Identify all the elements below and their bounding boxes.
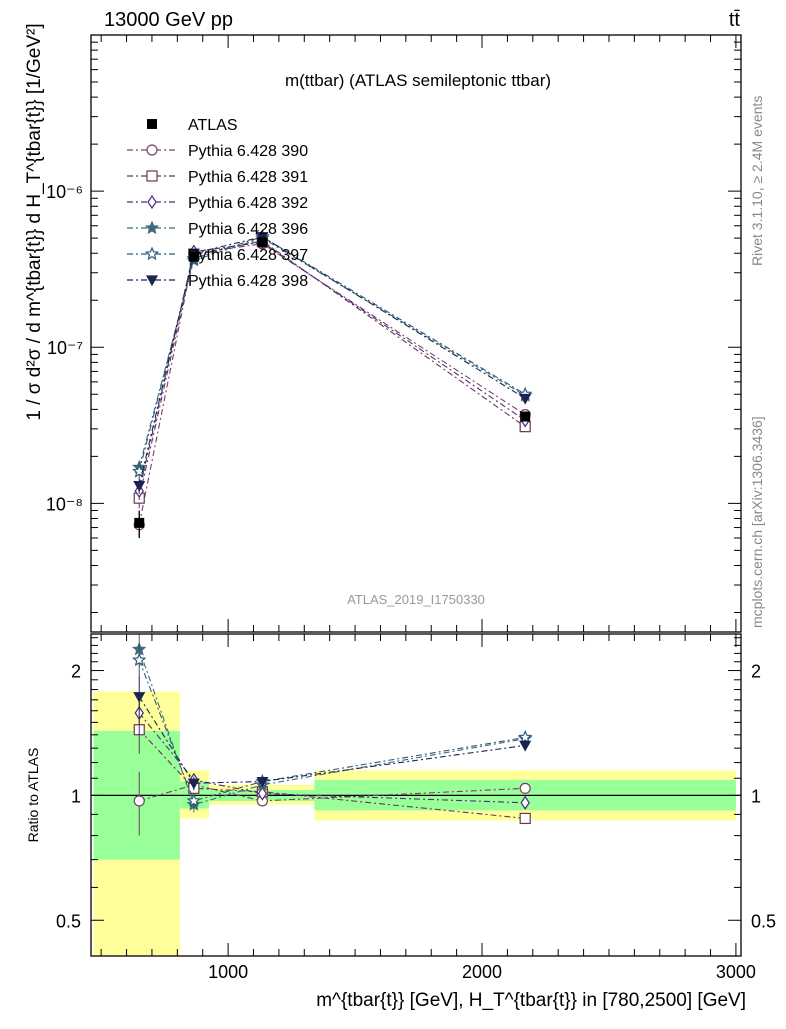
energy-label: 13000 GeV pp (104, 9, 233, 31)
data-point-marker (133, 480, 146, 492)
data-point-marker (134, 517, 145, 528)
ratio-y-tick-label: 0.5 (56, 911, 81, 931)
y-tick-label: 10⁻⁷ (47, 338, 83, 358)
legend-label: Pythia 6.428 398 (188, 273, 308, 290)
mcplots-label: mcplots.cern.ch [arXiv:1306.3436] (749, 416, 765, 628)
data-point-marker (519, 740, 532, 752)
data-point-marker (520, 411, 531, 422)
data-point-marker (519, 782, 531, 794)
ratio-panel: 0.5 0.5 1 1 2 2 1000 2000 3000 Ratio to ATLAS m^… (25, 633, 776, 1011)
data-point-marker (187, 778, 200, 790)
data-point-marker (146, 170, 158, 182)
series-line (138, 237, 526, 468)
ratio-y-axis-label: Ratio to ATLAS (25, 748, 41, 843)
series-line (138, 236, 526, 486)
data-point-marker (188, 251, 199, 262)
process-label: tt̄ (729, 9, 741, 31)
ratio-series-line (138, 659, 526, 802)
data-point-marker (520, 795, 530, 810)
ratio-y-tick-label: 1 (71, 786, 81, 806)
legend-label: Pythia 6.428 397 (188, 247, 308, 264)
data-point-marker (144, 246, 160, 261)
legend: ATLAS Pythia 6.428 390 Pythia 6.428 391 Pyt… (127, 117, 308, 290)
data-point-marker (146, 144, 158, 156)
data-point-marker (145, 275, 159, 287)
y-tick-label: 10⁻⁶ (46, 182, 83, 202)
legend-label: Pythia 6.428 392 (188, 195, 308, 212)
ratio-series-line (138, 712, 526, 804)
data-point-marker (257, 786, 268, 801)
x-axis-label: m^{tbar{t}} [GeV], H_T^{tbar{t}} in [780… (316, 990, 746, 1011)
y-axis-label: 1 / σ d²σ / d m^{tbar{t}} d H_T^{tbar{t}… (24, 23, 45, 420)
ratio-y-tick-label-right: 1 (751, 786, 761, 806)
x-tick-label: 2000 (462, 962, 502, 982)
series-line (138, 236, 526, 472)
ratio-series-line (138, 649, 526, 806)
data-point-marker (257, 237, 268, 248)
main-panel: 10⁻⁸ 10⁻⁷ 10⁻⁶ m(ttbar) (ATLAS semileptoni… (24, 23, 742, 633)
data-point-marker (519, 393, 532, 405)
data-point-marker (518, 729, 533, 744)
y-tick-label: 10⁻⁸ (46, 494, 83, 514)
data-point-marker (147, 194, 157, 210)
ratio-series-line (138, 696, 526, 784)
x-tick-label: 1000 (208, 962, 248, 982)
data-point-marker (133, 692, 146, 703)
main-frame (90, 34, 742, 633)
ratio-y-tick-label-right: 0.5 (751, 911, 776, 931)
chart-title: m(ttbar) (ATLAS semileptonic ttbar) (285, 71, 551, 90)
legend-label: Pythia 6.428 396 (188, 221, 308, 238)
data-point-marker (144, 220, 160, 235)
ratio-y-tick-label-right: 2 (751, 662, 761, 682)
legend-marker (147, 119, 157, 129)
legend-label: Pythia 6.428 390 (188, 143, 308, 160)
rivet-version-label: Rivet 3.1.10, ≥ 2.4M events (749, 96, 765, 266)
data-point-marker (186, 793, 201, 807)
data-point-marker (256, 232, 269, 244)
legend-label: Pythia 6.428 391 (188, 169, 308, 186)
series-line (138, 243, 526, 525)
ratio-series-line (139, 784, 526, 802)
ratio-y-tick-label: 2 (71, 662, 81, 682)
x-tick-label: 3000 (716, 962, 756, 982)
data-point-marker (519, 812, 531, 825)
data-point-marker (133, 795, 145, 807)
data-point-marker (131, 652, 147, 667)
data-point-marker (256, 776, 269, 788)
watermark: ATLAS_2019_I1750330 (347, 592, 485, 607)
ratio-series-line (138, 729, 526, 819)
legend-label: ATLAS (188, 117, 238, 134)
